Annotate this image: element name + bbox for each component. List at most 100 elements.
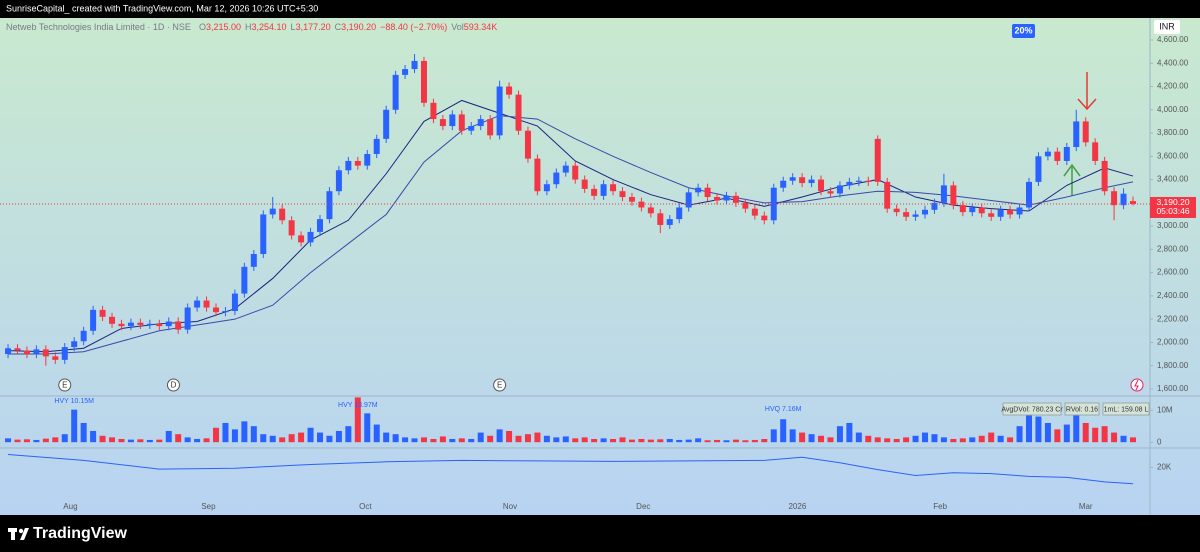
volume-bar [439, 436, 446, 443]
candle-body [269, 208, 276, 215]
stat-box [1102, 402, 1150, 416]
volume-bar [610, 438, 617, 443]
volume-bar [619, 437, 626, 443]
volume-bar [534, 432, 541, 443]
candle-body [458, 114, 465, 131]
candle-body [288, 220, 295, 236]
candle-body [241, 266, 248, 294]
volume-bar [562, 436, 569, 443]
candle-body [628, 197, 635, 202]
volume-bar [969, 437, 976, 443]
candle-body [940, 185, 947, 203]
candle-body [685, 192, 692, 208]
volume-bar [392, 434, 399, 443]
volume-bar [383, 432, 390, 443]
volume-bar [354, 397, 361, 443]
candle-body [175, 321, 182, 330]
volume-bar [855, 432, 862, 443]
volume-bar [751, 439, 758, 443]
volume-bar [742, 440, 749, 443]
candle-body [146, 323, 153, 325]
volume-bar [865, 435, 872, 443]
candle-body [893, 208, 900, 213]
volume-bar [279, 437, 286, 443]
volume-bar [827, 437, 834, 443]
volume-bar [241, 421, 248, 443]
candle-body [90, 309, 97, 331]
volume-bar [515, 435, 522, 443]
volume-bar [600, 438, 607, 443]
stat-label: 1mL: 159.08 L [1104, 406, 1149, 413]
legend-key: O [199, 22, 206, 32]
candle-body [1129, 201, 1136, 204]
candle-body [127, 322, 134, 327]
event-marker [493, 378, 507, 392]
legend-value: 593.34K [464, 22, 498, 32]
candle-body [799, 177, 806, 184]
legend-value: 3,177.20 [296, 22, 331, 32]
volume-bar [288, 434, 295, 443]
candle-body [619, 191, 626, 198]
currency-box[interactable] [1154, 20, 1180, 34]
candle-body [969, 207, 976, 213]
volume-bar [127, 439, 134, 443]
volume-bar [213, 427, 220, 443]
header-bar [0, 0, 1200, 18]
volume-bar [506, 430, 513, 443]
candle-body [761, 215, 768, 221]
candle-body [638, 201, 645, 208]
event-label: E [62, 381, 67, 390]
volume-bar [950, 438, 957, 443]
candle-body [298, 235, 305, 243]
volume-bar [52, 437, 59, 443]
candle-body [1082, 121, 1089, 143]
volume-bar [1082, 422, 1089, 443]
volume-annotation: HVY 10.15M [54, 398, 94, 405]
volume-bar [553, 437, 560, 443]
volume-bar [818, 435, 825, 443]
candle-body [33, 349, 40, 355]
candle-body [307, 231, 314, 243]
candle-body [156, 323, 163, 327]
candle-body [666, 219, 673, 225]
candle-body [250, 254, 257, 267]
y-tick-label: 2,200.00 [1157, 314, 1189, 323]
candle-body [213, 307, 220, 313]
volume-bar [940, 437, 947, 443]
candle-body [600, 184, 607, 196]
candle-body [808, 179, 815, 184]
candle-body [818, 179, 825, 192]
price-tag-label: 3,190.20 [1156, 197, 1189, 207]
x-tick-label: Dec [636, 502, 650, 511]
y-tick-label: 20K [1157, 462, 1172, 471]
candle-body [449, 114, 456, 127]
volume-bar [922, 432, 929, 443]
event-marker[interactable] [1130, 378, 1144, 392]
volume-bar [326, 435, 333, 443]
volume-bar [591, 438, 598, 443]
volume-bar [335, 430, 342, 443]
volume-bar [836, 426, 843, 443]
logo [8, 528, 29, 540]
candle-body [931, 202, 938, 210]
volume-bar [846, 422, 853, 443]
volume-bar [770, 429, 777, 443]
candle-body [922, 209, 929, 215]
candle-body [714, 197, 721, 201]
candle-body [1101, 160, 1108, 192]
candle-body [884, 181, 891, 209]
volume-bar [420, 437, 427, 443]
volume-bar [411, 438, 418, 443]
brand: TradingView [33, 525, 128, 542]
volume-bar [1092, 427, 1099, 443]
volume-bar [316, 432, 323, 443]
candle-body [411, 60, 418, 70]
currency[interactable]: INR [1159, 21, 1175, 31]
stat-label: AvgDVol: 780.23 Cr [1001, 406, 1063, 413]
legend-key: H [245, 22, 252, 32]
candle-body [316, 219, 323, 232]
candle-body [194, 300, 201, 308]
volume-bar [345, 426, 352, 443]
badge: 20% [1014, 25, 1032, 35]
y-tick-label: 2,600.00 [1157, 268, 1189, 277]
